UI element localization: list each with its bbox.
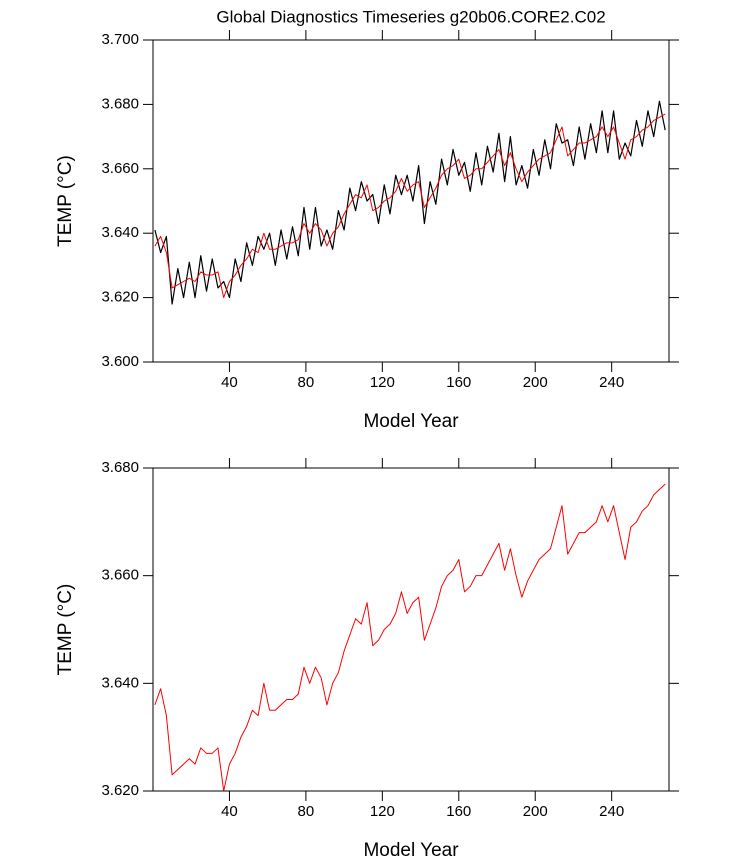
x-tick-label: 120 [370, 803, 395, 820]
plot-frame [152, 467, 670, 792]
x-tick-label: 40 [221, 374, 238, 391]
x-axis-label: Model Year [363, 840, 459, 861]
x-tick-label: 200 [523, 374, 548, 391]
x-tick-label: 80 [298, 803, 315, 820]
y-tick-label: 3.680 [101, 95, 139, 112]
y-tick-label: 3.660 [101, 160, 139, 177]
x-tick-label: 160 [446, 803, 471, 820]
chart-title: Global Diagnostics Timeseries g20b06.COR… [216, 7, 605, 26]
x-tick-label: 80 [298, 374, 315, 391]
x-tick-label: 120 [370, 374, 395, 391]
x-tick-label: 240 [599, 803, 624, 820]
y-tick-label: 3.680 [101, 459, 139, 476]
panel: 3.620 3.640 3.660 3.680 40 80 120 160 200 240 Mode… [55, 458, 679, 861]
y-axis-label: TEMP (°C) [55, 584, 76, 676]
y-tick-label: 3.620 [101, 289, 139, 306]
y-axis-label: TEMP (°C) [55, 155, 76, 247]
x-tick-label: 200 [523, 803, 548, 820]
panel: Global Diagnostics Timeseries g20b06.COR… [55, 7, 679, 432]
y-tick-label: 3.660 [101, 567, 139, 584]
y-tick-label: 3.700 [101, 31, 139, 48]
x-tick-label: 240 [599, 374, 624, 391]
y-tick-label: 3.640 [101, 224, 139, 241]
x-axis-label: Model Year [363, 411, 459, 432]
plot-frame [152, 39, 670, 363]
y-tick-label: 3.620 [101, 782, 139, 799]
series-line [154, 100, 666, 305]
y-tick-label: 3.600 [101, 353, 139, 370]
x-tick-label: 160 [446, 374, 471, 391]
x-tick-label: 40 [221, 803, 238, 820]
series-line [154, 113, 666, 299]
series-line [154, 483, 666, 792]
y-tick-label: 3.640 [101, 674, 139, 691]
